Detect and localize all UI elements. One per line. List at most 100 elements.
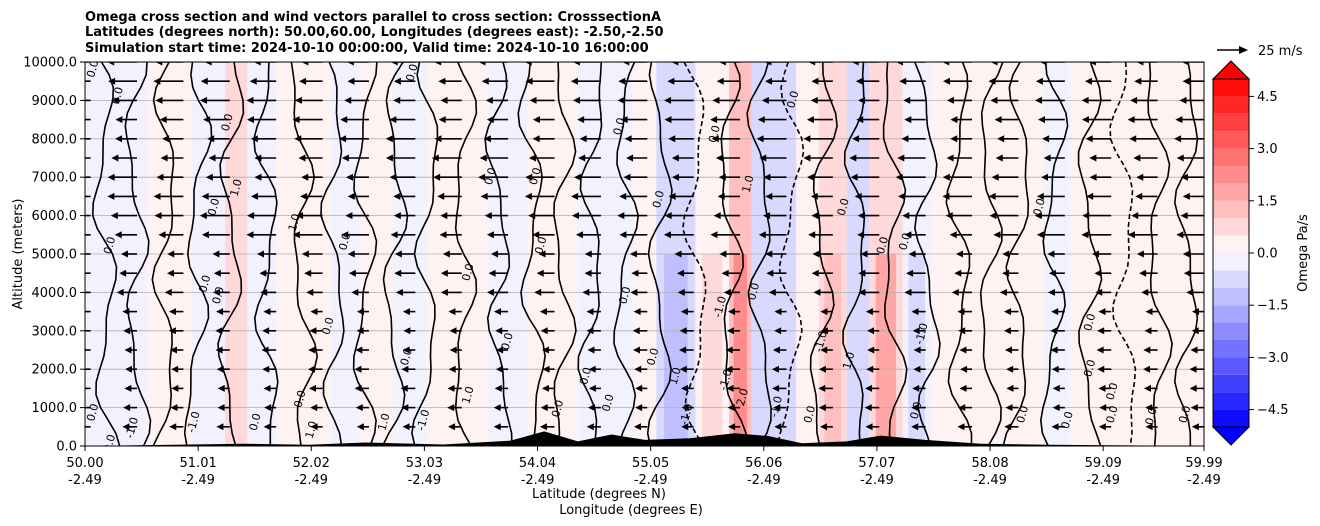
wind-vector (160, 154, 184, 162)
wind-vector-head (763, 212, 771, 220)
wind-vector (1098, 308, 1112, 316)
wind-vector-head (582, 288, 590, 296)
wind-vector (988, 77, 1019, 85)
omega-contour-line (151, 62, 175, 446)
wind-vector (1096, 346, 1112, 354)
wind-vector (123, 327, 137, 335)
wind-vector-head (1144, 327, 1152, 335)
wind-vector-head (820, 327, 828, 335)
wind-vector-head (617, 212, 625, 220)
contour-label: -1.0 (677, 402, 695, 426)
omega-band-core (733, 254, 747, 446)
wind-vector (1081, 231, 1112, 239)
wind-vector-head (994, 116, 1002, 124)
wind-vector-head (205, 173, 213, 181)
wind-vector-head (402, 308, 410, 316)
wind-vector (856, 116, 880, 124)
wind-vector-head (768, 288, 776, 296)
contour-label: -1.0 (913, 322, 931, 346)
wind-vector (1191, 423, 1204, 431)
wind-vector (727, 308, 741, 316)
wind-vector-head (1143, 365, 1151, 373)
wind-vector (811, 212, 833, 220)
omega-contour-line (217, 62, 245, 446)
wind-vector-head (956, 250, 964, 258)
wind-vector (300, 192, 323, 200)
wind-vector-head (988, 77, 996, 85)
wind-vector (913, 365, 926, 373)
x-tick-label-lon: -2.49 (747, 473, 781, 488)
wind-vector (715, 154, 741, 162)
contour-label: 0.0 (835, 197, 852, 217)
wind-vector (990, 62, 1019, 66)
x-tick-label-lon: -2.49 (181, 473, 215, 488)
wind-vector (433, 173, 462, 181)
wind-vector-head (663, 231, 671, 239)
wind-vector (122, 308, 137, 316)
wind-vector-head (124, 346, 132, 354)
colorbar-segment (1213, 183, 1249, 201)
wind-vector (623, 173, 648, 181)
wind-vector-head (719, 250, 727, 258)
wind-vector (402, 346, 416, 354)
wind-vector-head (765, 192, 773, 200)
wind-vector (259, 269, 277, 277)
wind-vector-head (262, 365, 270, 373)
wind-vector-head (1097, 327, 1105, 335)
wind-vector-head (718, 62, 726, 66)
wind-vector (765, 77, 787, 85)
wind-vector-head (866, 365, 874, 373)
wind-vector (1130, 96, 1158, 104)
wind-vector (122, 423, 137, 431)
wind-vector-head (906, 269, 914, 277)
wind-vector (959, 384, 973, 392)
wind-vector-head (390, 231, 398, 239)
wind-vector-head (1189, 384, 1197, 392)
wind-vector-head (213, 269, 221, 277)
wind-vector (1176, 154, 1204, 162)
y-tick-label: 10000.0 (23, 56, 77, 71)
wind-vector (246, 231, 277, 239)
wind-vector (723, 288, 741, 296)
wind-vector (528, 154, 555, 162)
wind-vector (942, 173, 973, 181)
wind-vector-head (858, 96, 866, 104)
wind-vector-head (572, 212, 580, 220)
wind-vector-head (680, 308, 688, 316)
colorbar-segment (1213, 79, 1249, 97)
wind-vector-head (76, 423, 83, 430)
wind-vector-head (525, 77, 533, 85)
contour-label: 0.0 (801, 404, 818, 424)
wind-vector (1127, 231, 1158, 239)
wind-vector-head (766, 269, 774, 277)
contour-label: 0.0 (291, 389, 308, 409)
wind-vector (85, 118, 91, 121)
wind-vector (1097, 365, 1112, 373)
contour-label: 0.0 (101, 433, 118, 453)
wind-vector-head (169, 423, 177, 431)
wind-vector (1176, 231, 1204, 239)
contour-label: 0.0 (1104, 404, 1121, 424)
wind-vector-head (123, 327, 131, 335)
wind-vector (1175, 116, 1204, 124)
contour-label: 0.0 (1081, 358, 1098, 378)
wind-vector-head (486, 116, 494, 124)
wind-vector (620, 116, 648, 124)
contour-label: 1.0 (303, 420, 320, 440)
wind-vector-head (806, 173, 814, 181)
wind-vector (633, 346, 648, 354)
wind-vector (534, 288, 555, 296)
wind-vector-head (904, 231, 912, 239)
wind-vector-head (346, 173, 354, 181)
wind-vector-head (69, 231, 76, 238)
wind-vector-head (390, 62, 398, 66)
wind-vector-head (253, 62, 261, 66)
wind-vector (493, 308, 509, 316)
wind-vector-head (447, 404, 455, 412)
wind-vector (301, 250, 323, 258)
wind-vector (116, 288, 137, 296)
wind-vector-head (857, 212, 865, 220)
wind-vector-head (1085, 135, 1093, 143)
wind-vector-head (904, 116, 912, 124)
wind-vector-head (495, 327, 503, 335)
